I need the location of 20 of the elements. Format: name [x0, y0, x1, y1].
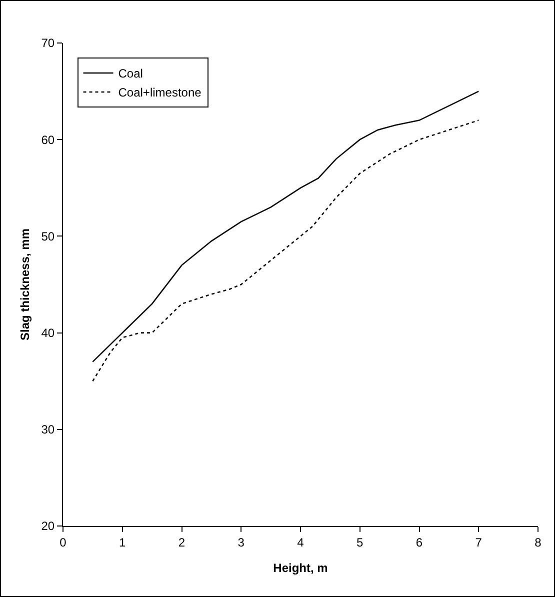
x-tick-label: 6 [416, 535, 423, 550]
x-tick-label: 5 [356, 535, 364, 550]
x-tick-label: 8 [534, 535, 542, 550]
x-tick-label: 4 [297, 535, 304, 550]
y-tick-label: 50 [41, 229, 55, 244]
legend-label: Coal+limestone [118, 86, 202, 100]
y-axis-title: Slag thickness, mm [18, 228, 32, 341]
line-series [92, 120, 480, 382]
y-tick-label: 70 [41, 36, 55, 50]
x-tick-label: 3 [238, 535, 245, 550]
x-tick-label: 0 [60, 535, 67, 550]
y-tick-label: 30 [41, 422, 55, 437]
x-tick-label: 2 [178, 535, 186, 550]
legend-label: Coal [118, 66, 143, 81]
y-tick-label: 20 [41, 519, 55, 534]
x-axis-title: Height, m [273, 561, 328, 575]
x-tick-label: 1 [119, 535, 126, 550]
y-tick-label: 60 [41, 132, 55, 147]
x-tick-label: 7 [475, 535, 482, 550]
y-tick-label: 40 [41, 326, 55, 340]
